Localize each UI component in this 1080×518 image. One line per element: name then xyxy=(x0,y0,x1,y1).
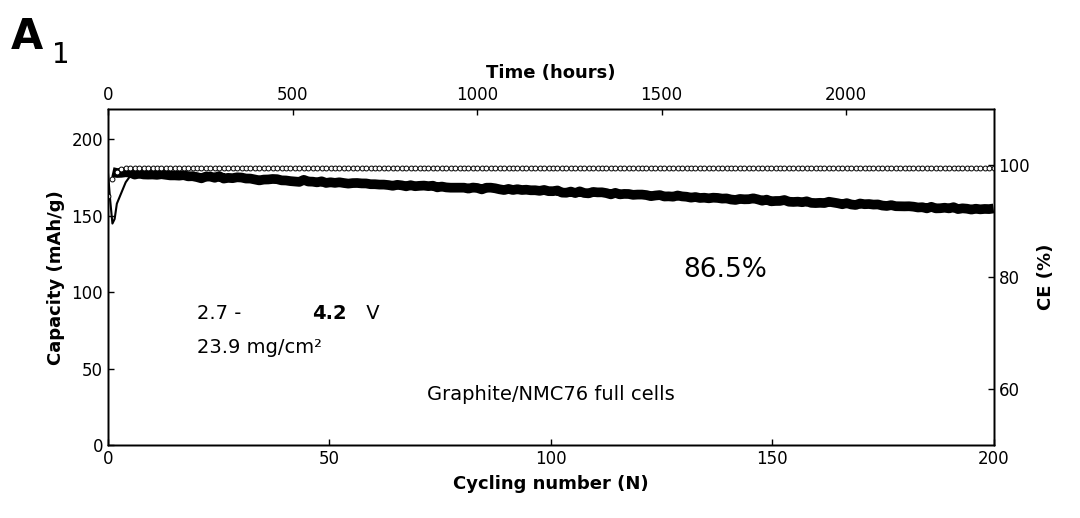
Text: Graphite/NMC76 full cells: Graphite/NMC76 full cells xyxy=(427,385,675,404)
Text: A: A xyxy=(11,16,43,57)
Y-axis label: CE (%): CE (%) xyxy=(1037,244,1055,310)
Text: 4.2: 4.2 xyxy=(312,304,347,323)
Text: V: V xyxy=(361,304,380,323)
Y-axis label: Capacity (mAh/g): Capacity (mAh/g) xyxy=(46,190,65,365)
Text: 23.9 mg/cm²: 23.9 mg/cm² xyxy=(197,338,322,357)
Text: 2.7 -: 2.7 - xyxy=(197,304,247,323)
Text: 86.5%: 86.5% xyxy=(684,257,768,283)
X-axis label: Time (hours): Time (hours) xyxy=(486,64,616,82)
X-axis label: Cycling number (N): Cycling number (N) xyxy=(453,476,649,493)
Text: 1: 1 xyxy=(52,41,69,69)
